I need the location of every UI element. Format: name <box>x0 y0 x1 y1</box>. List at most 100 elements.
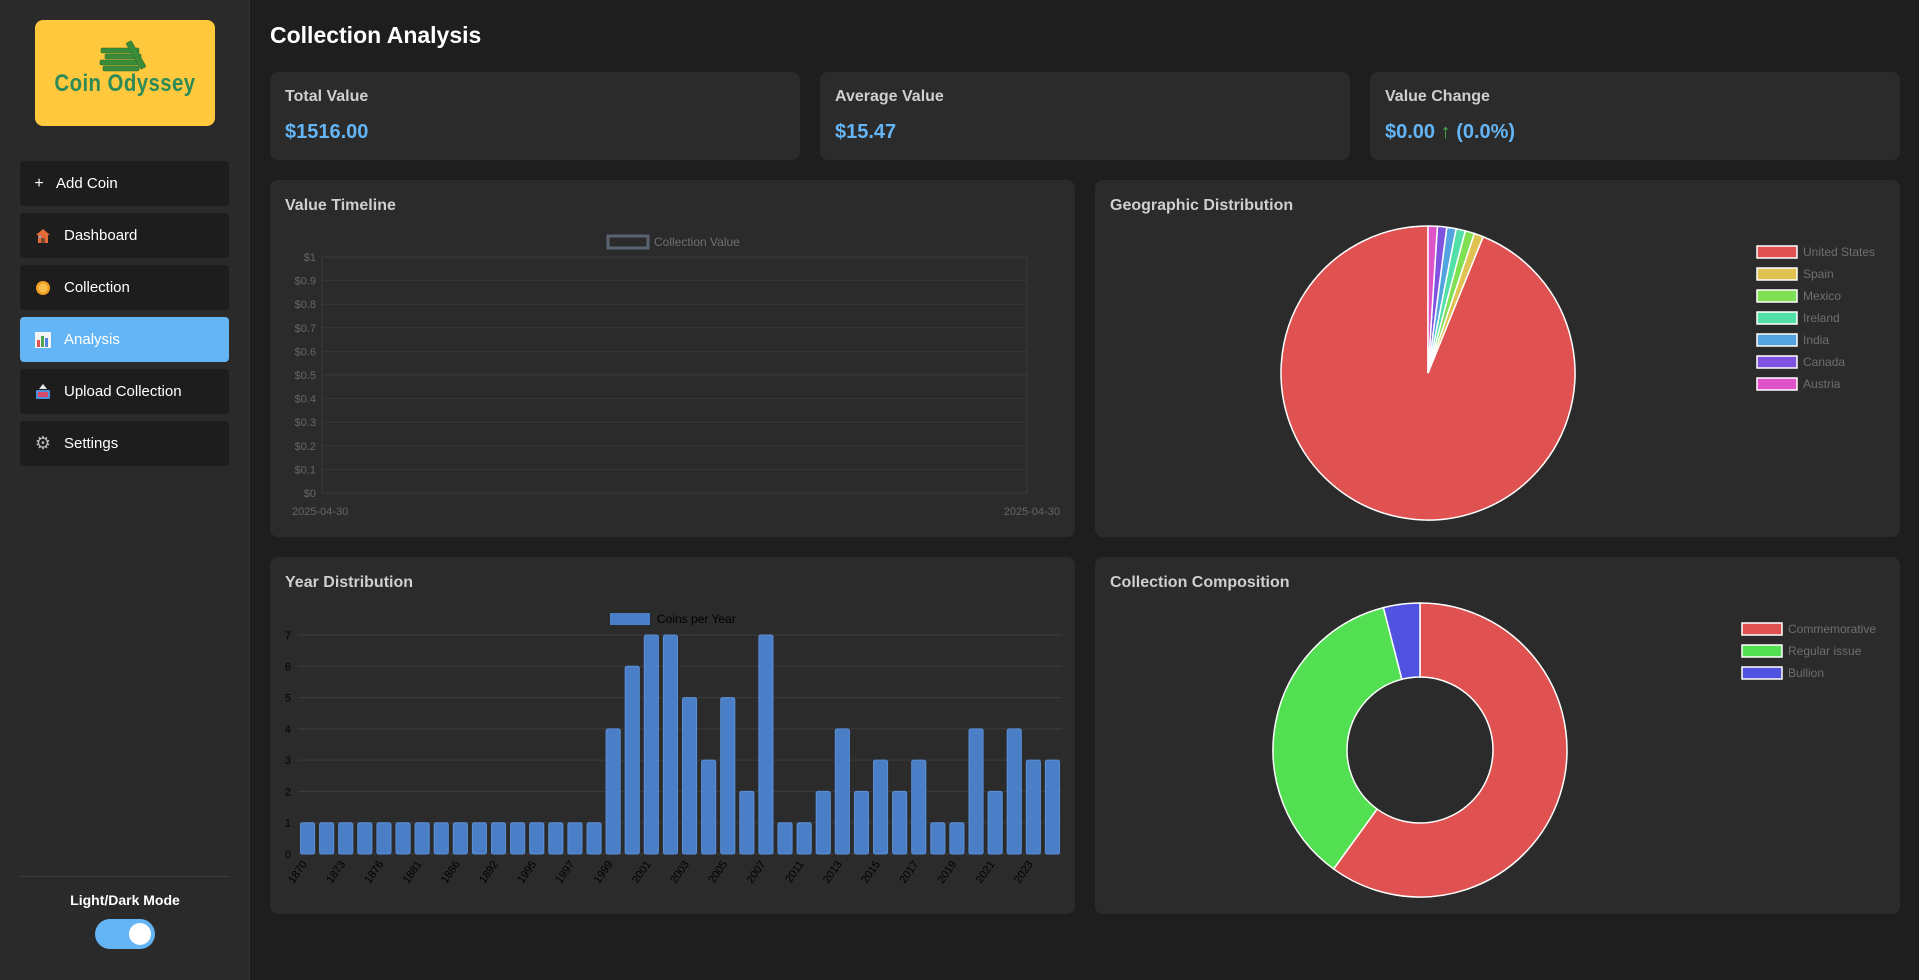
sidebar-item-label: Dashboard <box>64 227 138 244</box>
collection-composition-chart: Commemorative Regular issue Bullion <box>1272 602 1876 898</box>
bar <box>1044 759 1061 855</box>
card-title: Collection Composition <box>1110 574 1290 591</box>
geographic-distribution-card: Geographic Distribution United States Spa… <box>1095 180 1900 537</box>
sidebar-item-label: Settings <box>64 435 119 452</box>
sidebar-item-label: Analysis <box>64 331 120 348</box>
bar <box>777 822 793 855</box>
bar <box>949 822 965 855</box>
gear-icon: ⚙ <box>34 433 52 453</box>
year-distribution-chart: Coins per Year 0 1 2 3 4 5 6 7 1870 1873 1876 1881 18… <box>285 612 1062 886</box>
sidebar-item-dashboard[interactable]: Dashboard <box>20 213 229 258</box>
bar <box>471 822 488 855</box>
y-tick-label: 1 <box>285 818 291 830</box>
sidebar-item-upload-collection[interactable]: Upload Collection <box>20 369 229 414</box>
x-tick-label: 1881 <box>401 859 425 886</box>
y-tick-label: 4 <box>285 724 291 736</box>
bar <box>433 822 449 855</box>
stat-value: $15.47 <box>835 121 897 143</box>
sidebar-item-analysis[interactable]: Analysis <box>20 317 229 362</box>
theme-toggle-knob[interactable] <box>129 923 151 945</box>
x-tick-label: 1892 <box>477 859 501 886</box>
bar <box>395 822 411 855</box>
bar <box>529 822 545 855</box>
slice-commemorative <box>1332 602 1568 898</box>
sidebar-item-add-coin[interactable]: + Add Coin <box>20 161 229 206</box>
legend-label: Canada <box>1803 355 1845 369</box>
card-title: Geographic Distribution <box>1110 197 1294 214</box>
stat-card-average-value: Average Value $15.47 <box>820 72 1350 160</box>
stat-value: $1516.00 <box>285 121 369 143</box>
stat-label: Average Value <box>835 88 944 105</box>
y-tick-label: $0.5 <box>295 370 316 382</box>
arrow-up-icon: ↑ <box>1440 121 1451 143</box>
bar <box>510 822 526 855</box>
slice-austria <box>1427 225 1439 374</box>
bar <box>1025 759 1041 855</box>
bar <box>701 759 717 855</box>
slice-regular-issue <box>1272 606 1403 870</box>
bar <box>490 822 507 855</box>
bar <box>930 822 946 855</box>
theme-toggle[interactable] <box>95 919 155 949</box>
year-distribution-card: Year Distribution Coins per Year 0 1 2 3 4 5 6 7… <box>270 557 1075 914</box>
y-tick-label: 7 <box>285 630 291 642</box>
logo-text: Coin Odyssey <box>54 70 196 97</box>
legend-swatch <box>1741 622 1783 636</box>
x-tick-label: 2003 <box>668 859 692 886</box>
stat-card-total-value: Total Value $1516.00 <box>270 72 800 160</box>
y-tick-label: 3 <box>285 755 291 767</box>
bar <box>338 822 354 855</box>
bar <box>586 822 602 855</box>
bar <box>299 822 316 855</box>
y-tick-label: $0.9 <box>295 276 316 288</box>
legend-swatch <box>1756 311 1798 325</box>
legend-label: Regular issue <box>1788 644 1862 658</box>
legend-swatch <box>1756 289 1798 303</box>
sidebar-item-settings[interactable]: ⚙ Settings <box>20 421 229 466</box>
bar <box>853 790 870 855</box>
bar <box>968 728 984 855</box>
bar <box>758 634 774 855</box>
y-tick-label: $0.7 <box>295 323 316 335</box>
legend-swatch <box>606 234 650 250</box>
legend-label: India <box>1803 333 1829 347</box>
y-tick-label: $0.2 <box>295 441 316 453</box>
bar <box>548 822 564 855</box>
sidebar-item-label: Collection <box>64 279 130 296</box>
y-tick-label: 6 <box>285 661 291 673</box>
page-title: Collection Analysis <box>270 22 482 48</box>
x-tick-label: 1870 <box>286 859 310 886</box>
x-tick-label: 2005 <box>706 859 730 886</box>
y-tick-label: $0 <box>304 488 316 500</box>
bar <box>319 822 335 855</box>
bar <box>643 634 659 855</box>
legend-label: United States <box>1803 245 1875 259</box>
sidebar: Coin Odyssey + Add Coin Dashboard Collec… <box>0 0 250 980</box>
legend-swatch <box>1756 355 1798 369</box>
x-tick-label: 1997 <box>554 859 578 886</box>
legend-label: Coins per Year <box>657 612 736 626</box>
bar-chart-icon <box>34 331 52 349</box>
x-tick-label: 2023 <box>1012 859 1036 886</box>
bar <box>739 790 755 855</box>
bar <box>357 822 373 855</box>
plus-icon: + <box>34 174 44 192</box>
legend-label: Collection Value <box>654 235 740 249</box>
x-tick-label: 1995 <box>515 859 539 886</box>
x-tick-label: 1873 <box>324 859 348 886</box>
sidebar-item-label: Add Coin <box>56 175 118 192</box>
legend-label: Austria <box>1803 377 1841 391</box>
y-tick-label: 5 <box>285 693 291 705</box>
legend-label: Mexico <box>1803 289 1841 303</box>
sidebar-nav: + Add Coin Dashboard Collection Analysis <box>20 161 229 473</box>
logo[interactable]: Coin Odyssey <box>35 20 215 126</box>
stat-label: Total Value <box>285 88 369 105</box>
legend-swatch <box>1741 666 1783 680</box>
bar <box>567 822 583 855</box>
bar <box>872 759 889 855</box>
bar <box>815 790 831 855</box>
x-tick-label: 1999 <box>592 859 616 886</box>
bar <box>624 665 640 855</box>
x-tick-label: 2015 <box>859 859 883 886</box>
sidebar-item-collection[interactable]: Collection <box>20 265 229 310</box>
